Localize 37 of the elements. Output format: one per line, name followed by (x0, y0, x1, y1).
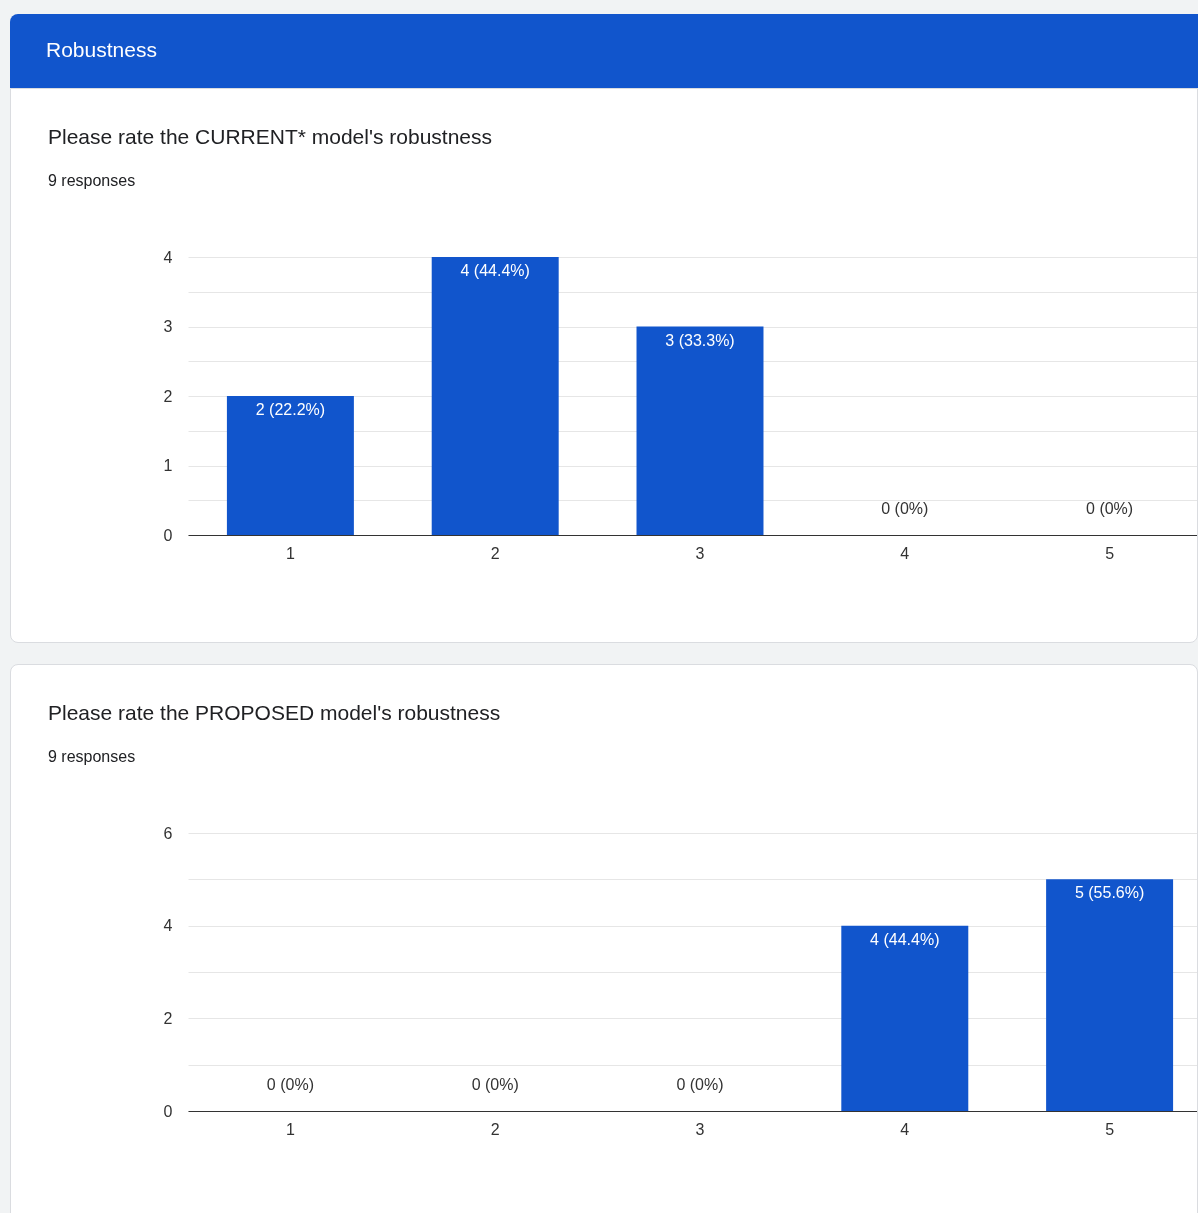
bar (636, 326, 764, 535)
x-tick-label: 4 (900, 544, 910, 562)
x-tick-label: 3 (695, 544, 705, 562)
x-tick-label: 2 (490, 1120, 500, 1138)
data-label: 3 (33.3%) (665, 331, 735, 349)
data-label: 5 (55.6%) (1074, 884, 1145, 902)
x-tick-label: 2 (490, 544, 500, 562)
x-tick-label: 3 (695, 1120, 705, 1138)
y-tick-label: 2 (163, 1009, 173, 1027)
y-tick-label: 0 (163, 526, 173, 544)
y-tick-label: 1 (163, 457, 173, 474)
chart-subtitle: 9 responses (48, 172, 136, 190)
bar (226, 396, 354, 535)
text: Robustness (10, 14, 1198, 88)
data-label: 0 (0%) (1086, 500, 1134, 517)
y-tick-label: 4 (163, 917, 173, 935)
y-tick-label: 3 (163, 318, 173, 335)
chart-subtitle: 9 responses (48, 748, 136, 766)
chart-title: Please rate the PROPOSED model's robustness (48, 701, 501, 725)
x-tick-label: 5 (1105, 544, 1115, 562)
data-label: 4 (44.4%) (870, 930, 940, 948)
y-tick-label: 6 (163, 824, 173, 842)
data-label: 0 (0%) (266, 1076, 314, 1093)
x-tick-label: 5 (1105, 1120, 1115, 1138)
x-tick-label: 1 (285, 1120, 295, 1138)
data-label: 0 (0%) (471, 1076, 519, 1093)
y-tick-label: 2 (163, 387, 173, 405)
bar (431, 257, 559, 535)
y-tick-label: 4 (163, 248, 173, 266)
data-label: 4 (44.4%) (460, 262, 530, 279)
y-tick-label: 0 (163, 1102, 173, 1120)
data-label: 0 (0%) (881, 500, 929, 517)
x-tick-label: 1 (285, 544, 295, 562)
data-label: 2 (22.2%) (255, 401, 326, 418)
data-label: 0 (0%) (676, 1076, 724, 1093)
x-tick-label: 4 (900, 1120, 910, 1138)
chart-title: Please rate the CURRENT* model's robustness (48, 125, 493, 149)
